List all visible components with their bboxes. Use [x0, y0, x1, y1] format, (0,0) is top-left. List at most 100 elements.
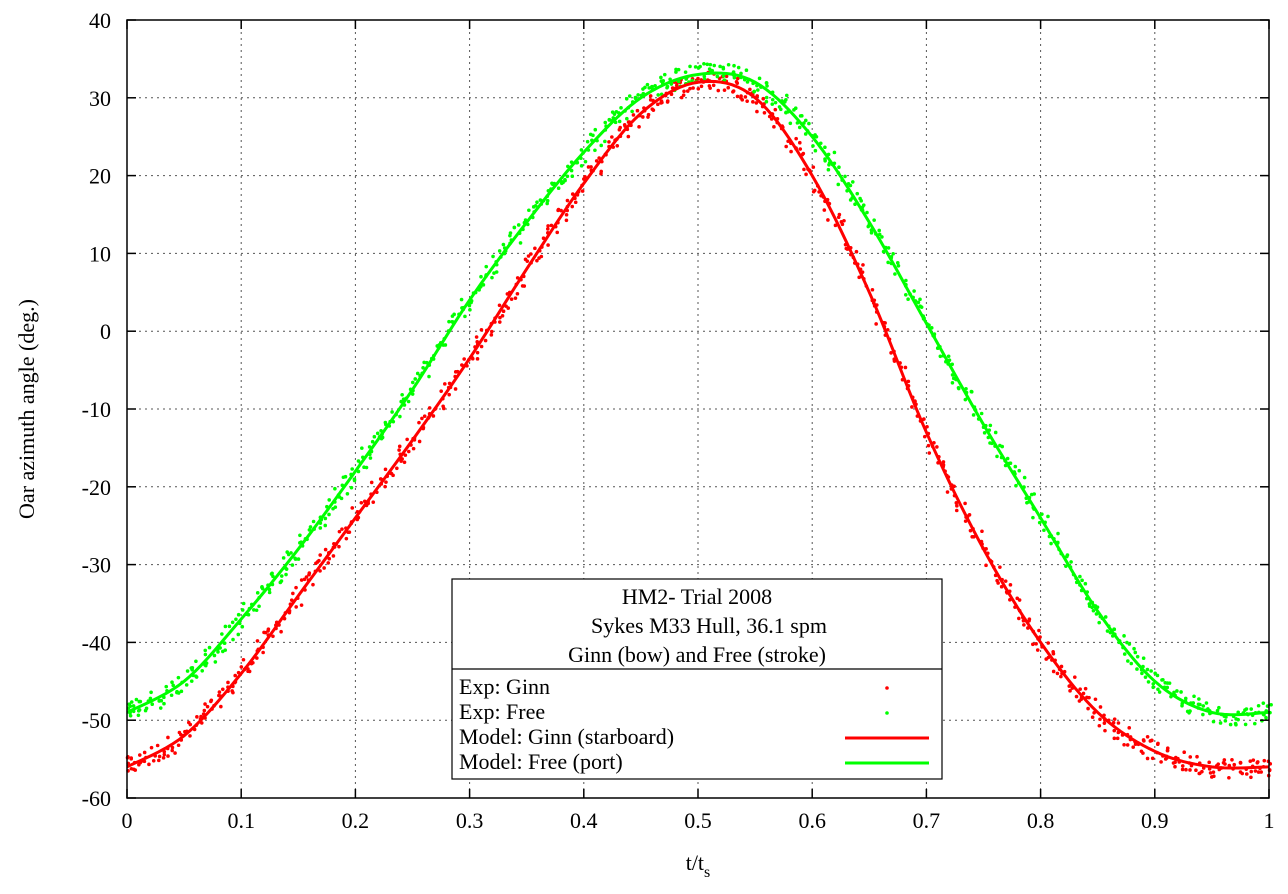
data-point — [299, 603, 304, 607]
x-tick-label: 0 — [122, 808, 133, 833]
data-point — [304, 575, 309, 579]
data-point — [946, 354, 951, 359]
data-point — [1244, 772, 1249, 776]
data-point — [812, 188, 817, 193]
data-point — [483, 338, 488, 343]
data-point — [659, 75, 663, 80]
data-point — [549, 223, 554, 228]
data-point — [843, 174, 847, 179]
data-point — [999, 584, 1004, 589]
data-point — [892, 359, 897, 363]
data-point — [498, 320, 502, 324]
data-point — [804, 172, 808, 177]
data-point — [1067, 684, 1072, 688]
data-point — [213, 660, 218, 664]
data-point — [963, 519, 968, 523]
y-tick-label: 40 — [89, 8, 111, 33]
data-point — [175, 690, 179, 695]
data-point — [693, 65, 698, 69]
data-point — [1105, 629, 1110, 633]
data-point — [797, 125, 802, 130]
data-point — [400, 392, 404, 397]
data-point — [563, 177, 567, 182]
data-point — [234, 617, 238, 622]
data-point — [904, 278, 908, 283]
data-point — [459, 297, 464, 302]
data-point — [922, 434, 927, 439]
data-point — [1017, 598, 1022, 602]
data-point — [1240, 771, 1245, 776]
data-point — [223, 648, 228, 652]
data-point — [612, 112, 617, 116]
data-point — [1161, 677, 1165, 682]
data-point — [1059, 664, 1064, 669]
data-point — [1049, 541, 1053, 546]
data-point — [1227, 775, 1231, 780]
data-point — [765, 84, 769, 88]
data-point — [138, 753, 142, 757]
data-point — [323, 516, 328, 521]
data-point — [1097, 620, 1101, 625]
data-point — [443, 343, 448, 347]
data-point — [702, 61, 706, 66]
data-point — [708, 62, 713, 67]
data-point — [200, 669, 205, 673]
data-point — [1022, 475, 1027, 480]
data-point — [718, 64, 722, 69]
data-point — [1032, 492, 1037, 496]
data-point — [1065, 554, 1069, 559]
data-point — [1251, 758, 1256, 762]
data-point — [484, 264, 489, 269]
data-point — [772, 125, 776, 129]
data-point — [945, 490, 950, 494]
data-point — [770, 102, 775, 106]
data-point — [1115, 736, 1120, 741]
data-point — [836, 182, 841, 187]
data-point — [375, 431, 380, 436]
data-point — [1262, 758, 1267, 763]
data-point — [906, 297, 910, 301]
data-point — [439, 389, 444, 393]
data-point — [1112, 736, 1117, 741]
data-point — [1122, 742, 1126, 747]
data-point — [255, 656, 259, 660]
data-point — [735, 94, 740, 99]
data-point — [648, 98, 653, 102]
data-point — [1148, 739, 1153, 743]
data-point — [327, 498, 332, 502]
data-point — [627, 94, 632, 98]
data-point — [927, 451, 932, 455]
data-point — [236, 632, 241, 637]
data-point — [662, 72, 667, 77]
data-point — [1223, 762, 1227, 766]
data-point — [261, 650, 265, 655]
data-point — [802, 167, 806, 172]
data-point — [1037, 520, 1042, 525]
data-point — [573, 200, 578, 205]
data-point — [359, 500, 364, 505]
data-point — [1151, 685, 1155, 690]
data-point — [284, 572, 288, 577]
data-point — [1142, 739, 1146, 743]
data-point — [970, 535, 974, 539]
data-point — [570, 192, 575, 196]
data-point — [744, 68, 749, 73]
data-point — [1230, 757, 1234, 762]
data-point — [1184, 767, 1188, 772]
data-point — [323, 523, 328, 528]
data-point — [637, 124, 641, 129]
data-point — [526, 254, 531, 258]
data-point — [509, 297, 514, 301]
data-point — [625, 116, 629, 121]
data-point — [397, 444, 402, 449]
data-point — [1125, 743, 1130, 747]
data-point — [696, 87, 701, 91]
data-point — [195, 715, 199, 719]
data-point — [1149, 669, 1153, 673]
data-point — [340, 527, 344, 531]
data-point — [158, 706, 163, 710]
data-point — [1153, 671, 1157, 676]
data-point — [880, 235, 884, 239]
data-point — [179, 689, 184, 694]
data-point — [545, 227, 550, 231]
